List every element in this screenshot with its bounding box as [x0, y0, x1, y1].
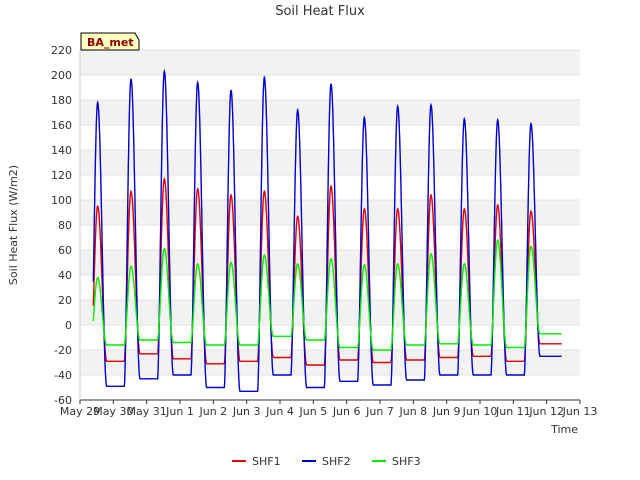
x-tick-label: May 29	[60, 405, 100, 418]
y-tick-label: 60	[58, 244, 72, 257]
y-tick-label: 160	[51, 119, 72, 132]
x-tick-label: Jun 6	[332, 405, 361, 418]
y-tick-label: 100	[51, 194, 72, 207]
x-tick-label: Jun 3	[232, 405, 261, 418]
grid-band	[80, 50, 580, 75]
badge-label: BA_met	[87, 36, 134, 49]
x-tick-label: Jun 10	[462, 405, 498, 418]
y-tick-label: 200	[51, 69, 72, 82]
station-badge: BA_met	[80, 32, 140, 51]
badge-box	[80, 32, 140, 51]
x-tick-label: Jun 7	[365, 405, 394, 418]
y-tick-label: 40	[58, 269, 72, 282]
series-lines	[79, 50, 580, 401]
x-tick-label: May 30	[93, 405, 133, 418]
y-tick-label: -60	[54, 394, 72, 407]
grid-band	[80, 150, 580, 175]
legend-label-shf3: SHF3	[392, 455, 421, 468]
legend-label-shf2: SHF2	[322, 455, 351, 468]
x-tick-label: Jun 5	[298, 405, 327, 418]
y-tick-label: 220	[51, 44, 72, 57]
series-line-shf2	[92, 68, 562, 392]
x-tick-label: Jun 11	[495, 405, 531, 418]
series-line-shf3	[92, 238, 562, 351]
y-tick-label: -40	[54, 369, 72, 382]
x-tick-label: Jun 4	[265, 405, 294, 418]
y-tick-label: 0	[65, 319, 72, 332]
grid-band	[80, 300, 580, 325]
x-tick-label: Jun 8	[398, 405, 427, 418]
y-tick-label: 140	[51, 144, 72, 157]
y-tick-label: -20	[54, 344, 72, 357]
y-tick-label: 120	[51, 169, 72, 182]
y-tick-label: 80	[58, 219, 72, 232]
chart-title: Soil Heat Flux	[275, 4, 365, 19]
y-axis: -60 -40 -20 0 20 40 60 80 100 120 140 160 180 200 220	[51, 44, 72, 407]
x-tick-label: Jun 12	[528, 405, 564, 418]
legend: SHF1 SHF2 SHF3	[232, 455, 421, 468]
x-tick-label: Jun 1	[165, 405, 194, 418]
x-axis-label: Time	[550, 423, 578, 436]
y-tick-label: 20	[58, 294, 72, 307]
x-tick-label: Jun 2	[198, 405, 227, 418]
grid-band	[80, 350, 580, 375]
y-tick-label: 180	[51, 94, 72, 107]
x-tick-label: Jun 9	[432, 405, 461, 418]
legend-label-shf1: SHF1	[252, 455, 281, 468]
y-axis-label: Soil Heat Flux (W/m2)	[7, 165, 20, 285]
x-tick-label: May 31	[127, 405, 167, 418]
x-tick-label: Jun 13	[562, 405, 598, 418]
